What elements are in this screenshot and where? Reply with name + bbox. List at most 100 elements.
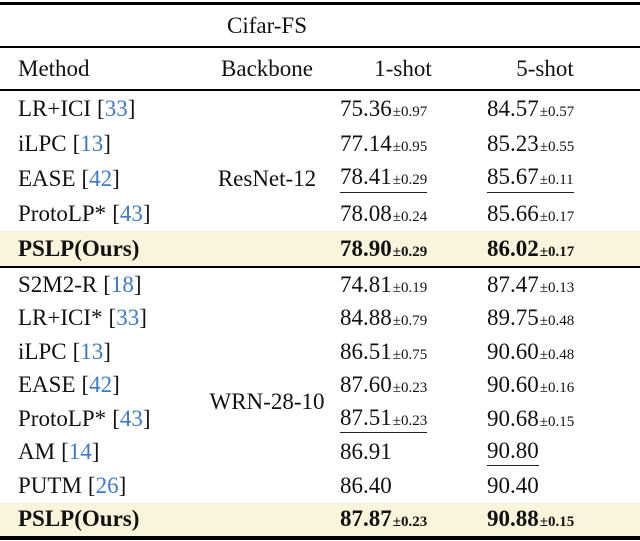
citation-open-bracket: [ — [108, 305, 117, 331]
plus-minus-sign: ± — [392, 514, 401, 531]
citation: [13] — [73, 339, 111, 364]
error-value: 0.23 — [400, 514, 428, 531]
error-margin: ±0.48 — [539, 347, 574, 363]
citation-close-bracket: ] — [91, 439, 100, 465]
one-shot-value-cell: 75.36±0.97 — [340, 96, 487, 122]
one-shot-value-cell: 78.08±0.24 — [340, 201, 487, 227]
one-shot-value-cell: 86.91 — [340, 439, 487, 465]
error-margin: ±0.95 — [392, 139, 427, 155]
method-cell: iLPC [13] — [0, 131, 340, 157]
metric-number: 90.40 — [487, 472, 539, 498]
error-value: 0.55 — [547, 138, 575, 155]
plus-minus-sign: ± — [539, 413, 548, 430]
citation-close-bracket: ] — [127, 95, 136, 121]
method-name: iLPC — [18, 130, 67, 156]
metric-value: 90.60±0.48 — [487, 338, 574, 364]
one-shot-value-cell: 87.87±0.23 — [340, 506, 487, 532]
metric-number: 90.68 — [487, 405, 539, 431]
column-header-backbone: Backbone — [221, 55, 313, 81]
bottom-rule — [0, 536, 640, 540]
error-value: 0.24 — [400, 208, 428, 225]
table-row: iLPC [13] 77.14±0.95 85.23±0.55 — [0, 126, 640, 161]
group-separator-rule — [0, 266, 640, 268]
metric-number: 85.23 — [487, 130, 539, 156]
metric-value: 77.14±0.95 — [340, 130, 427, 156]
backbone-name: ResNet-12 — [217, 165, 317, 191]
plus-minus-sign: ± — [539, 279, 548, 296]
citation-close-bracket: ] — [118, 472, 127, 498]
error-margin: ±0.79 — [392, 313, 427, 329]
method-cell: ProtoLP* [43] — [0, 406, 340, 432]
table-row: PSLP(Ours) 87.87±0.23 90.88±0.15 — [0, 502, 640, 536]
error-value: 0.15 — [547, 514, 575, 531]
citation-link[interactable]: 18 — [110, 271, 134, 297]
metric-value: 84.88±0.79 — [340, 306, 427, 330]
citation-link[interactable]: 43 — [119, 200, 143, 226]
plus-minus-sign: ± — [392, 412, 401, 429]
method-cell: S2M2-R [18] — [0, 272, 340, 298]
one-shot-value-cell: 78.41±0.29 — [340, 164, 487, 193]
five-shot-value-cell: 85.23±0.55 — [487, 131, 640, 157]
error-value: 0.15 — [547, 413, 575, 430]
plus-minus-sign: ± — [392, 138, 401, 155]
citation-link[interactable]: 42 — [89, 165, 113, 191]
citation-link[interactable]: 33 — [104, 95, 128, 121]
citation-link[interactable]: 33 — [116, 305, 140, 331]
method-name: EASE — [18, 372, 76, 398]
table-row: iLPC [13] 86.51±0.75 90.60±0.48 — [0, 335, 640, 369]
plus-minus-sign: ± — [539, 172, 548, 189]
citation-close-bracket: ] — [112, 372, 120, 398]
error-margin: ±0.17 — [539, 209, 574, 225]
citation-open-bracket: [ — [81, 165, 90, 191]
metric-number: 87.87 — [340, 506, 392, 532]
citation-link[interactable]: 42 — [89, 372, 113, 398]
plus-minus-sign: ± — [392, 208, 401, 225]
table-row: LR+ICI* [33] 84.88±0.79 89.75±0.48 — [0, 302, 640, 336]
metric-number: 90.60 — [487, 338, 539, 364]
metric-number: 77.14 — [340, 130, 392, 156]
metric-value: 90.68±0.15 — [487, 405, 575, 431]
citation: [33] — [109, 305, 147, 330]
method-name: PSLP(Ours) — [18, 506, 140, 532]
metric-number: 90.60 — [487, 372, 539, 398]
error-margin: ±0.15 — [539, 514, 574, 530]
citation-link[interactable]: 13 — [80, 338, 104, 364]
five-shot-value-cell: 90.68±0.15 — [487, 406, 640, 432]
metric-value: 85.67±0.11 — [487, 165, 574, 193]
citation: [14] — [61, 439, 99, 464]
metric-number: 84.57 — [487, 95, 539, 121]
table-row: AM [14] 86.91 90.80 — [0, 436, 640, 470]
column-header-1shot: 1-shot — [374, 55, 432, 81]
citation-link[interactable]: 14 — [68, 439, 92, 465]
column-header-row: Method Backbone 1-shot 5-shot — [0, 48, 640, 89]
citation-link[interactable]: 13 — [80, 130, 104, 156]
metric-number: 86.91 — [340, 439, 392, 465]
error-value: 0.13 — [547, 279, 575, 296]
citation-open-bracket: [ — [72, 130, 81, 156]
five-shot-value-cell: 84.57±0.57 — [487, 96, 640, 122]
plus-minus-sign: ± — [392, 380, 401, 397]
one-shot-value-cell: 87.51±0.23 — [340, 405, 487, 433]
error-margin: ±0.55 — [539, 139, 574, 155]
error-margin: ±0.29 — [392, 172, 427, 189]
citation-link[interactable]: 26 — [95, 472, 119, 498]
citation-link[interactable]: 43 — [119, 405, 143, 431]
error-margin: ±0.24 — [392, 209, 427, 225]
metric-number: 85.66 — [487, 200, 539, 226]
error-value: 0.19 — [400, 279, 428, 296]
plus-minus-sign: ± — [539, 243, 548, 260]
error-margin: ±0.16 — [539, 380, 574, 396]
error-value: 0.97 — [400, 103, 428, 120]
metric-number: 78.90 — [340, 235, 392, 261]
method-cell: LR+ICI* [33] — [0, 305, 340, 331]
citation: [13] — [73, 131, 111, 156]
column-header-method: Method — [18, 55, 90, 81]
error-margin: ±0.57 — [539, 104, 574, 120]
method-name: EASE — [18, 165, 76, 191]
method-cell: EASE [42] — [0, 166, 340, 192]
error-value: 0.57 — [547, 103, 575, 120]
citation-close-bracket: ] — [103, 130, 111, 156]
plus-minus-sign: ± — [539, 103, 548, 120]
citation: [42] — [82, 166, 120, 191]
metric-value: 87.47±0.13 — [487, 272, 575, 297]
